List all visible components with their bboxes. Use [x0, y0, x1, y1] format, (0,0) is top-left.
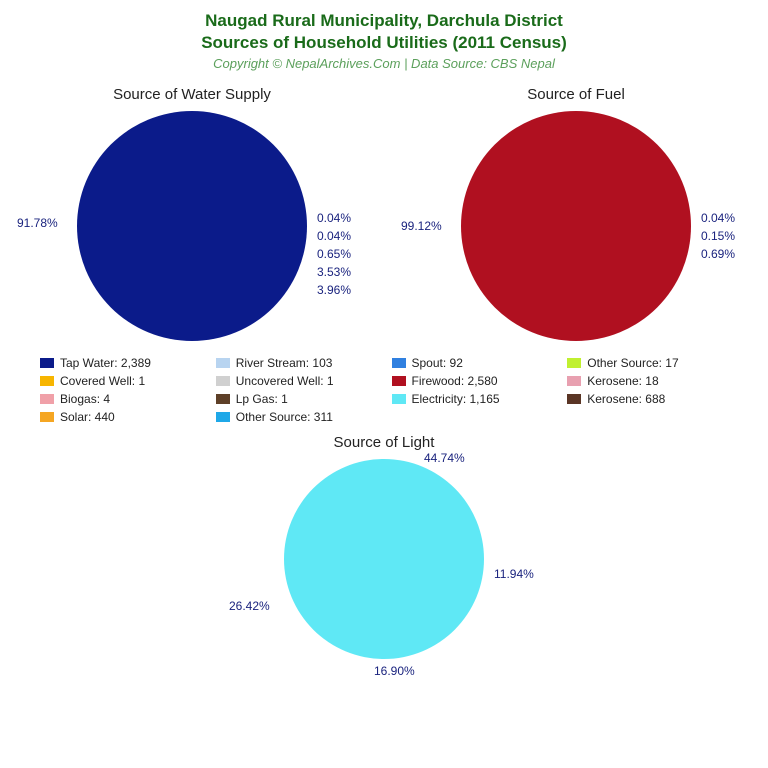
pie-label: 44.74% — [424, 451, 465, 465]
chart-water-title: Source of Water Supply — [77, 86, 307, 103]
legend-item: Electricity: 1,165 — [392, 392, 553, 406]
top-charts-row: Source of Water Supply 91.78%0.04%0.04%0… — [0, 86, 768, 341]
subtitle: Copyright © NepalArchives.Com | Data Sou… — [0, 56, 768, 71]
legend-label: Kerosene: 688 — [587, 392, 665, 406]
pie-fuel: 99.12%0.04%0.15%0.69% — [461, 111, 691, 341]
legend-swatch — [567, 394, 581, 404]
legend-item: Biogas: 4 — [40, 392, 201, 406]
legend-swatch — [40, 376, 54, 386]
pie-label: 0.65% — [317, 247, 351, 261]
legend-item: Solar: 440 — [40, 410, 201, 424]
pie-label: 3.53% — [317, 265, 351, 279]
pie-label: 0.04% — [317, 229, 351, 243]
legend-item: Uncovered Well: 1 — [216, 374, 377, 388]
legend-label: Other Source: 311 — [236, 410, 333, 424]
legend-swatch — [40, 394, 54, 404]
legend-swatch — [567, 358, 581, 368]
legend-swatch — [216, 358, 230, 368]
legend-label: Firewood: 2,580 — [412, 374, 498, 388]
pie-label: 26.42% — [229, 599, 270, 613]
legend-item: Spout: 92 — [392, 356, 553, 370]
legend-item: Lp Gas: 1 — [216, 392, 377, 406]
legend: Tap Water: 2,389 River Stream: 103 Spout: … — [40, 356, 728, 424]
pie-label: 0.04% — [701, 211, 735, 225]
legend-label: Tap Water: 2,389 — [60, 356, 151, 370]
legend-item: Other Source: 17 — [567, 356, 728, 370]
legend-item: Kerosene: 18 — [567, 374, 728, 388]
pie-label: 11.94% — [494, 567, 534, 581]
pie-light: 44.74%11.94%16.90%26.42% — [284, 459, 484, 659]
pie-label: 16.90% — [374, 664, 415, 678]
legend-item: Tap Water: 2,389 — [40, 356, 201, 370]
title-line1: Naugad Rural Municipality, Darchula Dist… — [0, 10, 768, 32]
legend-swatch — [216, 376, 230, 386]
pie-label: 0.04% — [317, 211, 351, 225]
legend-swatch — [40, 412, 54, 422]
legend-swatch — [216, 394, 230, 404]
legend-swatch — [392, 376, 406, 386]
chart-fuel-title: Source of Fuel — [461, 86, 691, 103]
legend-swatch — [392, 394, 406, 404]
legend-label: Lp Gas: 1 — [236, 392, 288, 406]
pie-water: 91.78%0.04%0.04%0.65%3.53%3.96% — [77, 111, 307, 341]
legend-swatch — [567, 376, 581, 386]
pie-label: 99.12% — [401, 219, 442, 233]
pie-label: 0.69% — [701, 247, 735, 261]
chart-fuel: Source of Fuel 99.12%0.04%0.15%0.69% — [461, 86, 691, 341]
legend-item: Kerosene: 688 — [567, 392, 728, 406]
chart-light-title: Source of Light — [0, 434, 768, 451]
legend-item: River Stream: 103 — [216, 356, 377, 370]
legend-label: River Stream: 103 — [236, 356, 333, 370]
legend-label: Spout: 92 — [412, 356, 463, 370]
pie-label: 3.96% — [317, 283, 351, 297]
chart-water: Source of Water Supply 91.78%0.04%0.04%0… — [77, 86, 307, 341]
legend-label: Other Source: 17 — [587, 356, 678, 370]
legend-label: Electricity: 1,165 — [412, 392, 500, 406]
legend-label: Uncovered Well: 1 — [236, 374, 334, 388]
legend-label: Biogas: 4 — [60, 392, 110, 406]
legend-swatch — [40, 358, 54, 368]
legend-swatch — [392, 358, 406, 368]
pie-label: 91.78% — [17, 216, 58, 230]
legend-label: Covered Well: 1 — [60, 374, 145, 388]
title-line2: Sources of Household Utilities (2011 Cen… — [0, 32, 768, 54]
pie-label: 0.15% — [701, 229, 735, 243]
legend-label: Solar: 440 — [60, 410, 115, 424]
chart-light: Source of Light 44.74%11.94%16.90%26.42% — [0, 434, 768, 659]
legend-item: Covered Well: 1 — [40, 374, 201, 388]
legend-label: Kerosene: 18 — [587, 374, 658, 388]
legend-item: Other Source: 311 — [216, 410, 377, 424]
legend-swatch — [216, 412, 230, 422]
legend-item: Firewood: 2,580 — [392, 374, 553, 388]
